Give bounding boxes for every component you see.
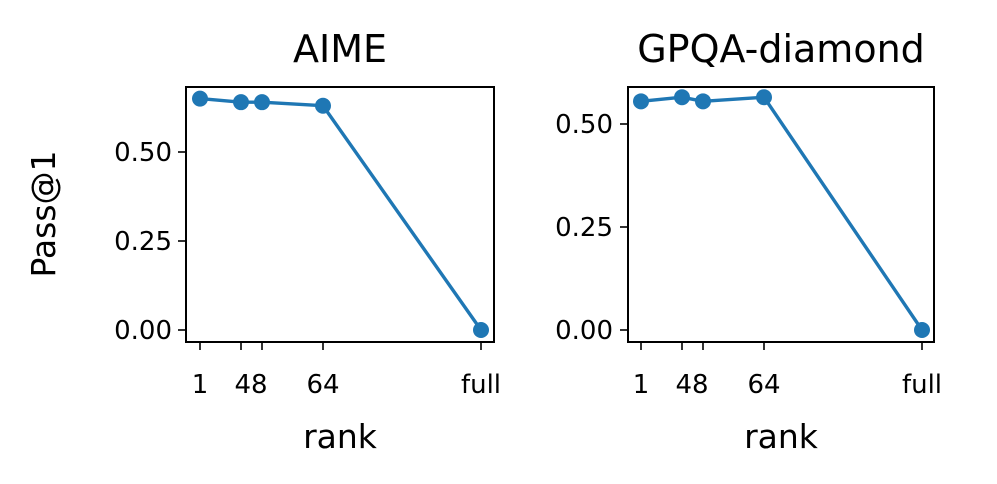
y-tick: 0.50 bbox=[114, 138, 186, 168]
y-tick-label: 0.25 bbox=[114, 227, 172, 257]
data-point bbox=[315, 97, 331, 114]
y-ticks: 0.00 0.25 0.50 bbox=[555, 110, 628, 346]
chart-panel-aime: AIME Pass@1 rank 0.00 0.25 0.50 1 4 bbox=[24, 27, 501, 456]
data-point bbox=[695, 93, 711, 110]
x-tick-label: full bbox=[902, 370, 942, 400]
data-point bbox=[756, 89, 772, 106]
x-axis-label: rank bbox=[303, 417, 378, 456]
y-ticks: 0.00 0.25 0.50 bbox=[114, 138, 186, 346]
y-tick: 0.25 bbox=[114, 227, 186, 257]
series-marks bbox=[192, 90, 489, 338]
data-point bbox=[254, 94, 270, 111]
plot-frame bbox=[627, 86, 935, 343]
series-line bbox=[199, 96, 483, 331]
y-tick-label: 0.00 bbox=[114, 316, 172, 346]
data-point bbox=[633, 93, 649, 110]
chart-title: AIME bbox=[293, 27, 387, 71]
x-ticks: 1 48 64 full bbox=[633, 342, 942, 400]
series-marks bbox=[633, 89, 930, 338]
y-tick-label: 0.25 bbox=[555, 213, 613, 243]
y-tick: 0.00 bbox=[555, 316, 628, 346]
plot-frame bbox=[185, 86, 495, 343]
x-tick-label: 1 bbox=[633, 370, 650, 400]
data-point bbox=[233, 94, 249, 111]
data-point bbox=[192, 90, 208, 107]
x-ticks: 1 48 64 full bbox=[192, 342, 501, 400]
y-tick-label: 0.00 bbox=[555, 316, 613, 346]
data-point bbox=[914, 322, 930, 338]
y-axis-label: Pass@1 bbox=[24, 150, 63, 277]
y-tick-label: 0.50 bbox=[114, 138, 172, 168]
y-tick: 0.00 bbox=[114, 316, 186, 346]
chart-panel-gpqa-diamond: GPQA-diamond rank 0.00 0.25 0.50 1 48 bbox=[555, 27, 942, 456]
x-tick-label: 64 bbox=[306, 370, 339, 400]
series-line bbox=[640, 95, 924, 331]
data-point bbox=[473, 322, 489, 338]
data-point bbox=[674, 89, 690, 106]
y-tick-label: 0.50 bbox=[555, 110, 613, 140]
x-tick-label: full bbox=[461, 370, 501, 400]
x-tick-label: 48 bbox=[675, 370, 708, 400]
x-tick-label: 64 bbox=[747, 370, 780, 400]
chart-title: GPQA-diamond bbox=[637, 27, 925, 71]
x-tick-label: 1 bbox=[192, 370, 209, 400]
y-tick: 0.50 bbox=[555, 110, 628, 140]
y-tick: 0.25 bbox=[555, 213, 628, 243]
x-tick-label: 48 bbox=[234, 370, 267, 400]
x-axis-label: rank bbox=[744, 417, 819, 456]
